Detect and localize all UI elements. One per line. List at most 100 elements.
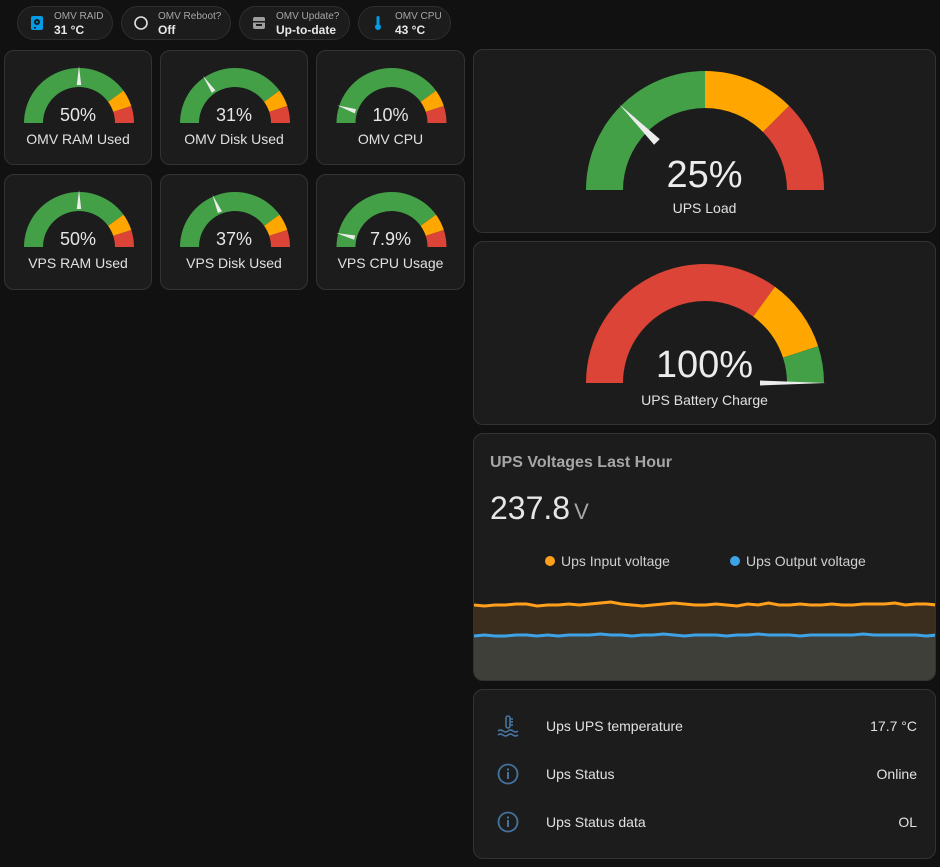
gauge-band — [24, 192, 124, 247]
legend-input-voltage[interactable]: Ups Input voltage — [545, 553, 670, 569]
gauge-dial — [24, 190, 134, 247]
gauge-band — [753, 286, 819, 358]
chip-omv-cpu[interactable]: OMV CPU 43 °C — [358, 6, 451, 40]
chip-label: OMV Update? — [276, 10, 340, 22]
entity-row-ups-status-data[interactable]: Ups Status data OL — [474, 804, 935, 840]
voltage-graph-card[interactable]: UPS Voltages Last Hour 237.8 V Ups Input … — [473, 433, 936, 681]
gauge-value: 50% — [59, 105, 97, 125]
gauge-band — [24, 68, 124, 123]
gauge-card-omv-ram-used[interactable]: 50% OMV RAM Used — [4, 50, 152, 165]
gauge-name: UPS Battery Charge — [641, 392, 768, 408]
graph-state: 237.8 V — [490, 490, 589, 527]
gauge-dial — [586, 71, 824, 190]
gauge-band — [108, 214, 132, 236]
information-outline-icon — [496, 762, 520, 786]
graph-title: UPS Voltages Last Hour — [490, 454, 672, 471]
gauge-value: 100% — [655, 344, 754, 386]
entity-row-ups-temperature[interactable]: Ups UPS temperature 17.7 °C — [474, 708, 935, 744]
legend-label: Ups Output voltage — [746, 553, 866, 569]
gauge-value: 10% — [372, 105, 409, 125]
gauge-band — [269, 230, 290, 247]
circle-outline-icon — [132, 14, 150, 32]
gauge-name: VPS CPU Usage — [337, 255, 444, 271]
gauge-value: 7.9% — [369, 229, 412, 249]
gauge-band — [264, 214, 288, 236]
gauge-needle — [212, 194, 222, 213]
gauge-name: VPS Disk Used — [186, 255, 282, 271]
gauge-dial — [586, 264, 826, 386]
output-voltage-line — [474, 632, 935, 638]
gauge-band — [336, 192, 436, 247]
entity-value: 17.7 °C — [870, 718, 917, 734]
gauge-name: OMV RAM Used — [26, 131, 130, 147]
gauge-name: VPS RAM Used — [28, 255, 128, 271]
harddisk-icon — [28, 14, 46, 32]
gauge-card-omv-cpu[interactable]: 10% OMV CPU — [316, 50, 465, 165]
thermometer-icon — [369, 14, 387, 32]
gauge-card-ups-load[interactable]: 25% UPS Load — [473, 49, 936, 233]
chip-label: OMV CPU — [395, 10, 442, 22]
graph-state-unit: V — [574, 499, 589, 524]
gauge-needle — [76, 190, 82, 209]
gauge-needle — [619, 104, 660, 145]
gauge-band — [113, 106, 134, 123]
gauge-dial — [24, 66, 134, 123]
chip-label: OMV Reboot? — [158, 10, 222, 22]
gauge-band — [180, 68, 280, 123]
output-voltage-area — [474, 634, 935, 680]
legend-dot — [545, 556, 555, 566]
input-voltage-line — [474, 600, 935, 608]
gauge-needle — [202, 75, 216, 93]
legend-dot — [730, 556, 740, 566]
gauge-band — [269, 106, 290, 123]
gauge-dial — [336, 68, 447, 123]
gauge-needle — [336, 232, 356, 240]
chip-value: Off — [158, 22, 176, 37]
entity-row-ups-status[interactable]: Ups Status Online — [474, 756, 935, 792]
gauge-band — [425, 230, 447, 247]
chip-omv-update[interactable]: OMV Update? Up-to-date — [239, 6, 350, 40]
chip-value: 31 °C — [54, 22, 85, 37]
gauge-card-vps-disk-used[interactable]: 37% VPS Disk Used — [160, 174, 308, 290]
entity-name: Ups Status data — [546, 814, 646, 830]
voltage-sparkline — [474, 600, 935, 680]
entity-value: Online — [876, 766, 917, 782]
gauge-card-vps-cpu-usage[interactable]: 7.9% VPS CPU Usage — [316, 174, 465, 290]
gauge-card-vps-ram-used[interactable]: 50% VPS RAM Used — [4, 174, 152, 290]
legend-label: Ups Input voltage — [561, 553, 670, 569]
gauge-needle — [337, 105, 357, 114]
gauge-dial — [180, 68, 290, 123]
thermometer-water-icon — [496, 714, 520, 738]
ups-entities-card: Ups UPS temperature 17.7 °C Ups Status O… — [473, 689, 936, 859]
gauge-band — [336, 68, 436, 123]
gauge-band — [180, 192, 280, 247]
chip-omv-raid[interactable]: OMV RAID 31 °C — [17, 6, 113, 40]
gauge-band — [425, 106, 447, 123]
gauge-band — [420, 214, 444, 236]
gauge-name: OMV CPU — [357, 131, 424, 147]
chip-omv-reboot[interactable]: OMV Reboot? Off — [121, 6, 231, 40]
gauge-band — [113, 230, 134, 247]
gauge-dial — [180, 192, 290, 247]
gauge-band — [782, 346, 824, 383]
gauge-band — [264, 90, 288, 112]
gauge-value: 37% — [215, 229, 253, 249]
gauge-card-ups-battery-charge[interactable]: 100% UPS Battery Charge — [473, 241, 936, 425]
chip-label: OMV RAID — [54, 10, 104, 22]
gauge-band — [705, 71, 790, 133]
chip-value: Up-to-date — [276, 22, 336, 37]
entity-name: Ups UPS temperature — [546, 718, 683, 734]
gauge-band — [586, 264, 775, 383]
gauge-value: 25% — [666, 154, 743, 196]
gauge-value: 50% — [59, 229, 97, 249]
legend-output-voltage[interactable]: Ups Output voltage — [730, 553, 866, 569]
package-icon — [250, 14, 268, 32]
graph-state-value: 237.8 — [490, 490, 571, 526]
information-outline-icon — [496, 810, 520, 834]
gauge-card-omv-disk-used[interactable]: 31% OMV Disk Used — [160, 50, 308, 165]
gauge-value: 31% — [215, 105, 253, 125]
entity-value: OL — [898, 814, 917, 830]
entity-name: Ups Status — [546, 766, 615, 782]
gauge-band — [108, 90, 132, 112]
gauge-dial — [336, 192, 447, 247]
